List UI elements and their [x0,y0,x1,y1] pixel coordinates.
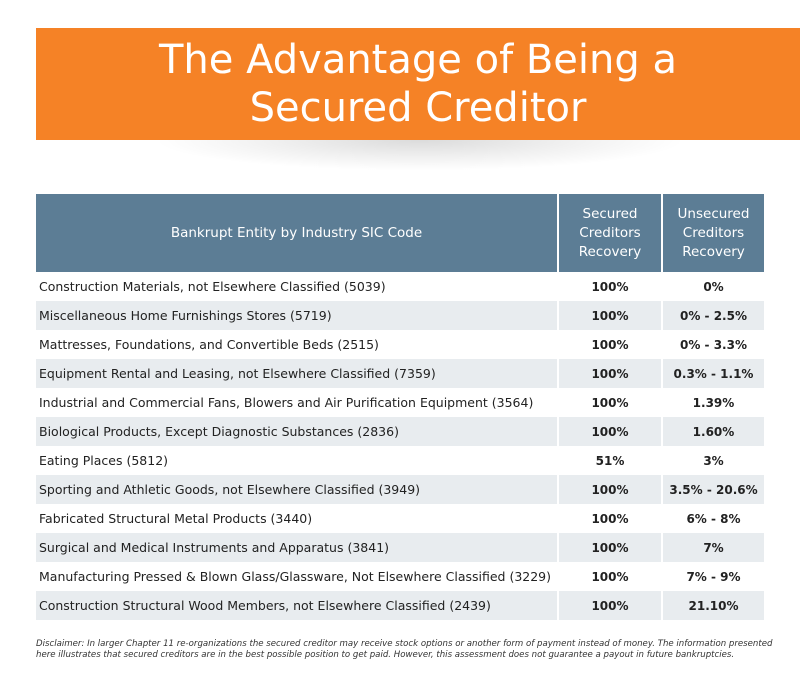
secured-cell: 100% [557,533,662,562]
table-row: Miscellaneous Home Furnishings Stores (5… [36,301,764,330]
entity-cell: Biological Products, Except Diagnostic S… [36,417,558,446]
table-row: Mattresses, Foundations, and Convertible… [36,330,764,359]
entity-cell: Eating Places (5812) [36,446,558,475]
page-title: The Advantage of Being a Secured Credito… [158,37,677,131]
unsecured-cell: 7% - 9% [661,562,764,591]
entity-cell: Manufacturing Pressed & Blown Glass/Glas… [36,562,558,591]
table-row: Surgical and Medical Instruments and App… [36,533,764,562]
recovery-table: Bankrupt Entity by Industry SIC Code Sec… [36,194,764,620]
entity-cell: Surgical and Medical Instruments and App… [36,533,558,562]
secured-cell: 100% [557,388,662,417]
secured-cell: 100% [557,504,662,533]
table-row: Eating Places (5812) 51% 3% [36,446,764,475]
unsecured-cell: 0% - 3.3% [661,330,764,359]
table-row: Manufacturing Pressed & Blown Glass/Glas… [36,562,764,591]
entity-cell: Miscellaneous Home Furnishings Stores (5… [36,301,558,330]
table-row: Fabricated Structural Metal Products (34… [36,504,764,533]
secured-cell: 100% [557,272,662,301]
column-header-secured: Secured Creditors Recovery [557,194,662,272]
unsecured-cell: 1.60% [661,417,764,446]
column-header-unsecured: Unsecured Creditors Recovery [661,194,764,272]
unsecured-cell: 0% - 2.5% [661,301,764,330]
title-banner: The Advantage of Being a Secured Credito… [36,28,800,140]
table-row: Construction Structural Wood Members, no… [36,591,764,620]
secured-cell: 100% [557,301,662,330]
unsecured-cell: 21.10% [661,591,764,620]
entity-cell: Fabricated Structural Metal Products (34… [36,504,558,533]
disclaimer-text: Disclaimer: In larger Chapter 11 re-orga… [36,639,773,660]
unsecured-cell: 7% [661,533,764,562]
table-row: Construction Materials, not Elsewhere Cl… [36,272,764,301]
secured-cell: 100% [557,475,662,504]
unsecured-cell: 3.5% - 20.6% [661,475,764,504]
table-header-row: Bankrupt Entity by Industry SIC Code Sec… [36,194,764,272]
unsecured-cell: 3% [661,446,764,475]
table-row: Sporting and Athletic Goods, not Elsewhe… [36,475,764,504]
table-row: Industrial and Commercial Fans, Blowers … [36,388,764,417]
entity-cell: Mattresses, Foundations, and Convertible… [36,330,558,359]
secured-cell: 51% [557,446,662,475]
entity-cell: Construction Structural Wood Members, no… [36,591,558,620]
table-row: Biological Products, Except Diagnostic S… [36,417,764,446]
entity-cell: Construction Materials, not Elsewhere Cl… [36,272,558,301]
secured-cell: 100% [557,562,662,591]
entity-cell: Equipment Rental and Leasing, not Elsewh… [36,359,558,388]
banner-shadow [160,140,680,170]
secured-cell: 100% [557,417,662,446]
secured-cell: 100% [557,359,662,388]
table-row: Equipment Rental and Leasing, not Elsewh… [36,359,764,388]
secured-cell: 100% [557,591,662,620]
unsecured-cell: 0% [661,272,764,301]
unsecured-cell: 1.39% [661,388,764,417]
entity-cell: Sporting and Athletic Goods, not Elsewhe… [36,475,558,504]
secured-cell: 100% [557,330,662,359]
entity-cell: Industrial and Commercial Fans, Blowers … [36,388,558,417]
unsecured-cell: 0.3% - 1.1% [661,359,764,388]
column-header-entity: Bankrupt Entity by Industry SIC Code [36,194,558,272]
unsecured-cell: 6% - 8% [661,504,764,533]
